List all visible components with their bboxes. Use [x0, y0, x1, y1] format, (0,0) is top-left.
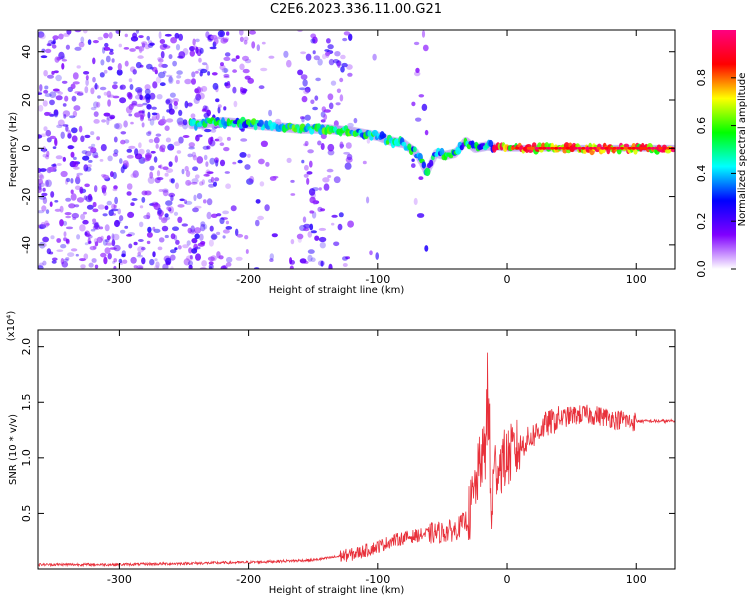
colorbar: 0.0 0.2 0.4 0.6 0.8 Normalized spectral ampli…	[695, 30, 748, 278]
y-tick-label: 0	[20, 145, 33, 152]
x-tick-label: -300	[107, 573, 132, 586]
x-tick-label: -300	[107, 273, 132, 286]
colorbar-tick-label: 0.4	[695, 165, 708, 183]
colorbar-gradient	[712, 30, 736, 269]
y-tick-label: 40	[20, 45, 33, 59]
spectrogram-heatmap	[38, 30, 675, 269]
y-tick-label: -40	[20, 236, 33, 254]
snr-axes: -300 -200 -100 0 100 0.5 1.0 1.5 2.0 Height of st…	[6, 311, 676, 596]
x-tick-label: 0	[504, 573, 511, 586]
bottom-y-axis-label: SNR (10 * v/v)	[8, 414, 19, 485]
colorbar-tick-label: 0.8	[695, 69, 708, 87]
x-tick-label: -100	[365, 273, 390, 286]
y-axis-multiplier: (x10⁴)	[6, 311, 17, 342]
snr-line-chart	[38, 352, 675, 568]
y-tick-label: 2.0	[20, 338, 33, 356]
colorbar-tick-label: 0.0	[695, 260, 708, 278]
x-tick-label: 0	[504, 273, 511, 286]
x-tick-label: 100	[626, 273, 647, 286]
top-y-axis-label: Frequency (Hz)	[8, 112, 19, 188]
colorbar-tick-label: 0.2	[695, 212, 708, 230]
snr-series-line	[38, 352, 675, 568]
y-tick-label: -20	[20, 188, 33, 206]
colorbar-label: Normalized spectral amplitude	[737, 73, 748, 227]
y-tick-label: 1.0	[20, 449, 33, 467]
x-tick-label: -200	[236, 273, 261, 286]
plot-frame	[37, 29, 676, 270]
colorbar-tick-label: 0.6	[695, 117, 708, 135]
x-tick-label: -200	[236, 573, 261, 586]
plot-frame	[37, 329, 676, 570]
bottom-x-axis-label: Height of straight line (km)	[269, 585, 405, 596]
top-x-axis-label: Height of straight line (km)	[269, 285, 405, 296]
x-tick-label: 100	[626, 573, 647, 586]
x-tick-label: -100	[365, 573, 390, 586]
chart-title: C2E6.2023.336.11.00.G21	[269, 2, 443, 17]
y-tick-label: 1.5	[20, 394, 33, 412]
y-tick-label: 0.5	[20, 505, 33, 523]
y-tick-label: 20	[20, 93, 33, 107]
